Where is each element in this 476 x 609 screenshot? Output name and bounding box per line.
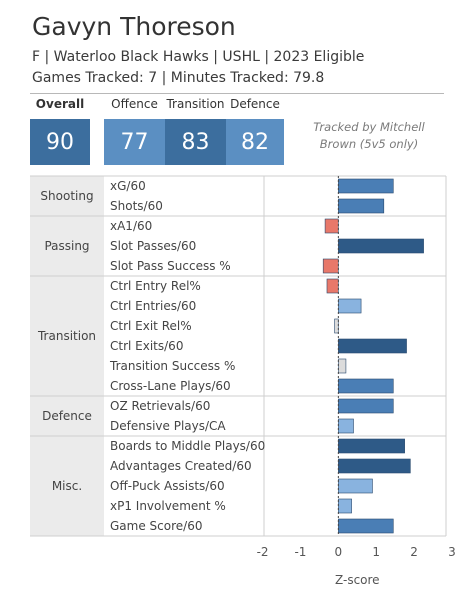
metric-bar [338,238,424,254]
metric-label: xP1 Involvement % [110,499,226,513]
category-band [30,176,104,536]
metric-bar [338,498,352,514]
metric-bar [338,398,394,414]
x-tick-label: 0 [335,545,343,559]
score-box-defence: 82 [226,119,284,165]
x-tick-label: -1 [294,545,306,559]
metric-label: Ctrl Exits/60 [110,339,183,353]
player-name: Gavyn Thoreson [32,12,236,41]
metric-bar [324,218,339,234]
player-subtitle: F | Waterloo Black Hawks | USHL | 2023 E… [32,49,365,65]
metric-label: Defensive Plays/CA [110,419,226,433]
metric-label: Ctrl Entry Rel% [110,279,201,293]
x-axis-label: Z-score [335,573,380,587]
header-divider [30,93,444,94]
metric-bar [338,298,362,314]
score-value-defence: 82 [241,129,269,155]
score-box-transition: 83 [165,119,226,165]
category-label-4: Misc. [52,479,82,493]
x-tick-label: 3 [448,545,456,559]
x-tick-label: 1 [372,545,380,559]
score-label-defence: Defence [230,97,280,111]
metric-bar [338,378,394,394]
x-tick-label: -2 [257,545,269,559]
tracked-by-note: Tracked by Mitchell Brown (5v5 only) [313,120,425,151]
category-label-2: Transition [37,329,96,343]
metric-bar [338,438,405,454]
metric-label: xG/60 [110,179,146,193]
metric-label: Game Score/60 [110,519,202,533]
score-value-overall: 90 [46,129,74,155]
metric-label: Boards to Middle Plays/60 [110,439,265,453]
metric-bar [338,418,354,434]
metric-label: xA1/60 [110,219,152,233]
metric-bar [338,338,407,354]
category-label-0: Shooting [40,189,93,203]
metric-bar [338,178,394,194]
metric-label: Shots/60 [110,199,163,213]
metric-bar [338,518,394,534]
metric-bar [338,198,385,214]
metric-bar [338,478,373,494]
metric-label: Advantages Created/60 [110,459,252,473]
metric-label: Off-Puck Assists/60 [110,479,225,493]
metric-label: Slot Pass Success % [110,259,231,273]
metric-label: Ctrl Exit Rel% [110,319,192,333]
category-label-3: Defence [42,409,92,423]
metric-label: Cross-Lane Plays/60 [110,379,231,393]
metric-label: OZ Retrievals/60 [110,399,210,413]
score-label-offence: Offence [111,97,158,111]
metric-label: Ctrl Entries/60 [110,299,196,313]
metric-label: Slot Passes/60 [110,239,196,253]
score-value-offence: 77 [120,129,149,155]
score-label-transition: Transition [166,97,225,111]
score-box-overall: 90 [30,119,90,165]
metric-bar [322,258,339,274]
metric-bar [338,458,411,474]
metric-bar [326,278,339,294]
score-box-offence: 77 [104,119,165,165]
tracking-info: Games Tracked: 7 | Minutes Tracked: 79.8 [32,70,325,86]
category-label-1: Passing [44,239,89,253]
score-value-transition: 83 [181,129,210,155]
metric-bar [338,358,347,374]
score-label-overall: Overall [35,97,85,111]
x-tick-label: 2 [410,545,418,559]
metric-bar [334,318,339,334]
metric-label: Transition Success % [109,359,235,373]
